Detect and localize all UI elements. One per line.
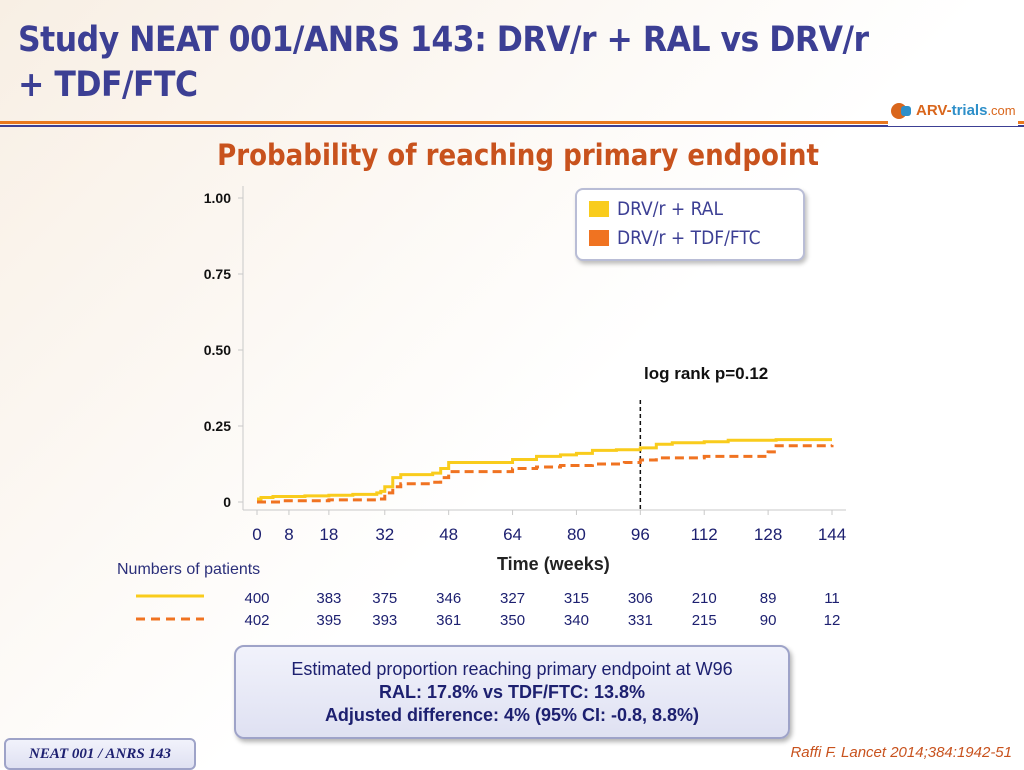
y-tick-label: 0	[223, 494, 231, 510]
x-tick-label: 0	[252, 525, 261, 544]
risk-cell: 11	[824, 590, 840, 607]
chart-legend: DRV/r + RAL DRV/r + TDF/FTC	[575, 188, 805, 261]
y-tick-label: 1.00	[204, 190, 231, 206]
x-tick-label: 112	[691, 525, 718, 544]
logo-text: ARV-trials.com	[916, 102, 1016, 119]
logo-icon	[891, 103, 911, 119]
risk-cell: 400	[244, 590, 270, 607]
citation: Raffi F. Lancet 2014;384:1942-51	[790, 744, 1012, 761]
title-divider-blue	[0, 125, 1024, 127]
x-tick-label: 18	[319, 525, 338, 544]
risk-cell: 402	[244, 612, 270, 629]
x-tick-label: 32	[375, 525, 394, 544]
x-tick-label: 80	[567, 525, 586, 544]
summary-box: Estimated proportion reaching primary en…	[234, 645, 790, 739]
y-tick-label: 0.75	[204, 266, 231, 282]
summary-line-1: Estimated proportion reaching primary en…	[291, 659, 733, 679]
x-tick-label: 64	[503, 525, 522, 544]
title-divider-orange	[0, 121, 1024, 124]
risk-row-keys	[136, 594, 204, 621]
legend-swatch-ral	[589, 201, 609, 217]
risk-cell: 361	[436, 612, 462, 629]
risk-cell: 90	[759, 612, 777, 629]
summary-line-2: RAL: 17.8% vs TDF/FTC: 13.8%	[378, 682, 646, 702]
risk-cell: 327	[500, 590, 526, 607]
risk-row-ral: 400 383 375 346 327 315 306 210 89 11	[0, 590, 1024, 610]
risk-cell: 12	[823, 612, 841, 629]
risk-cell: 375	[372, 590, 398, 607]
risk-cell: 315	[563, 590, 589, 607]
legend-item-ral: DRV/r + RAL	[589, 197, 723, 221]
risk-table-title: Numbers of patients	[117, 561, 261, 578]
km-curve-ral	[257, 438, 832, 501]
x-axis-label: Time (weeks)	[497, 554, 610, 574]
risk-cell: 210	[691, 590, 717, 607]
risk-cell: 340	[563, 612, 589, 629]
chart-subtitle: Probability of reaching primary endpoint	[217, 138, 819, 172]
risk-cell: 383	[316, 590, 342, 607]
y-tick-label: 0.50	[204, 342, 231, 358]
risk-cell: 331	[627, 612, 653, 629]
risk-cell: 306	[627, 590, 653, 607]
legend-item-tdf: DRV/r + TDF/FTC	[589, 226, 761, 250]
risk-row-tdf: 402 395 393 361 350 340 331 215 90 12	[0, 612, 1024, 632]
x-tick-label: 48	[439, 525, 458, 544]
km-curve-tdf	[257, 444, 834, 504]
risk-cell: 393	[372, 612, 398, 629]
risk-cell: 350	[500, 612, 526, 629]
x-tick-label: 96	[631, 525, 650, 544]
risk-cell: 395	[316, 612, 342, 629]
arv-trials-logo: ARV-trials.com	[888, 96, 1018, 126]
x-tick-label: 144	[818, 525, 846, 544]
legend-swatch-tdf	[589, 230, 609, 246]
legend-label-ral: DRV/r + RAL	[617, 198, 723, 220]
summary-line-3: Adjusted difference: 4% (95% CI: -0.8, 8…	[324, 705, 700, 725]
risk-cell: 215	[691, 612, 717, 629]
logrank-annotation: log rank p=0.12	[644, 364, 769, 383]
legend-label-tdf: DRV/r + TDF/FTC	[617, 227, 761, 249]
risk-cell: 346	[436, 590, 462, 607]
slide-title: Study NEAT 001/ANRS 143: DRV/r + RAL vs …	[18, 20, 869, 105]
x-tick-label: 8	[284, 525, 293, 544]
y-tick-label: 0.25	[204, 418, 231, 434]
risk-cell: 89	[759, 590, 777, 607]
x-tick-label: 128	[754, 525, 782, 544]
study-tag: NEAT 001 / ANRS 143	[4, 738, 196, 770]
